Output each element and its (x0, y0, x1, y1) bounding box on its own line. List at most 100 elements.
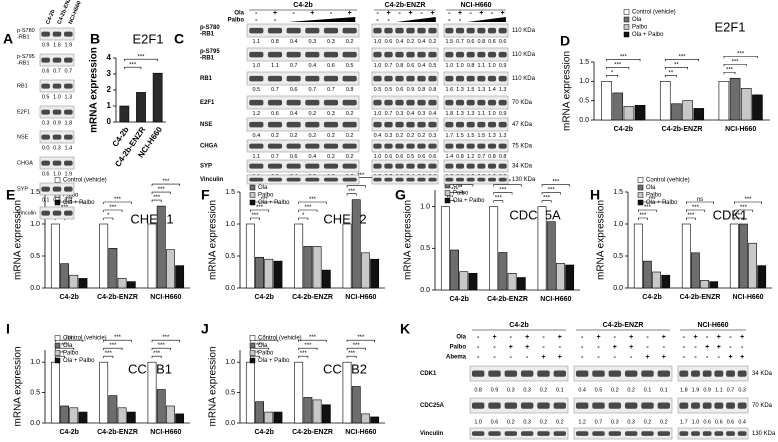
significance-label: *** (543, 196, 551, 202)
treatment-label: Palbo (228, 18, 245, 24)
blot-band (428, 177, 437, 182)
significance-label: *** (357, 335, 365, 341)
legend-label: Ola + Palbo (63, 200, 95, 206)
blot-quant: 0.8 (474, 387, 482, 393)
blot-band (477, 51, 486, 58)
treatment-sign: + (728, 354, 732, 361)
blot-quant: 0.4 (407, 111, 415, 117)
significance-bracket (541, 192, 561, 195)
blot-quant: 0.3 (627, 419, 635, 425)
blot-band (267, 177, 283, 182)
blot-frame (443, 71, 509, 86)
y-tick-label: 1.5 (225, 189, 235, 196)
blot-quant: 0.6 (327, 63, 335, 69)
significance-label: *** (137, 54, 145, 60)
treatment-sign: + (596, 334, 600, 341)
blot-band (384, 163, 393, 169)
y-axis-label: mRNA expression (403, 200, 414, 280)
legend-label: Ola (258, 185, 268, 191)
legend-swatch (249, 192, 256, 198)
blot-band (641, 431, 654, 436)
blot-quant: 0.3 (309, 39, 317, 45)
blot-frame (246, 95, 360, 110)
significance-bracket (298, 347, 318, 351)
blot-band (592, 402, 605, 409)
blot-frame (371, 47, 439, 62)
blot-quant: 0.7 (478, 154, 486, 160)
treatment-sign: + (705, 344, 709, 351)
blot-quant: 1.5 (467, 87, 475, 93)
y-tick-label: 0.5 (579, 98, 589, 105)
x-tick-label: C4-2b (59, 294, 78, 301)
chart-title: E2F1 (132, 31, 163, 46)
blot-quant: 0.2 (660, 419, 668, 425)
treatment-sign: - (255, 17, 258, 24)
blot-row-label: Vinculin (420, 431, 444, 437)
panel-letter: C (174, 31, 184, 47)
blot-band (445, 121, 454, 128)
blot-quant: 0.8 (467, 63, 475, 69)
blot-row-label: p-S780 (200, 25, 220, 31)
blot-band (466, 121, 475, 128)
y-axis-label: mRNA expression (208, 346, 219, 426)
significance-label: *** (304, 205, 312, 211)
blot-band (417, 75, 426, 82)
blot-band (384, 121, 393, 128)
blot-row-label: -RB1 (200, 55, 215, 61)
blot-quant: 1.1 (478, 111, 486, 117)
significance-label: *** (251, 213, 259, 219)
treatment-sign: + (717, 344, 721, 351)
blot-quant: 0.3 (327, 39, 335, 45)
bar (152, 72, 163, 123)
blot-band (52, 134, 62, 140)
blot-band (641, 370, 654, 377)
panel-letter: G (395, 187, 406, 203)
y-tick-label: 0.0 (225, 285, 235, 292)
treatment-sign: + (386, 10, 390, 17)
bar (119, 105, 130, 123)
treatment-sign: - (581, 334, 584, 341)
bar (147, 361, 157, 424)
y-tick-label: 1.5 (30, 189, 40, 196)
blot-band (498, 177, 507, 182)
blot-band (504, 431, 518, 436)
x-tick-label: NCI-H660 (540, 296, 571, 303)
blot-band (267, 51, 283, 58)
treatment-sign: + (740, 334, 744, 341)
y-tick-label: 0.0 (613, 285, 623, 292)
significance-bracket (733, 209, 753, 212)
bar (468, 273, 478, 291)
significance-label: *** (348, 351, 356, 357)
treatment-sign: - (459, 17, 462, 24)
blot-band (537, 402, 550, 409)
blot-band (395, 143, 404, 149)
y-tick-label: 2 (107, 85, 112, 94)
bar (623, 106, 635, 121)
blot-quant: 0.3 (418, 111, 426, 117)
blot-band (323, 163, 339, 169)
significance-label: *** (304, 343, 312, 349)
x-tick-label: C4-2b-ENZR (97, 294, 138, 301)
blot-quant: 1.9 (65, 42, 73, 48)
significance-label: *** (726, 67, 734, 73)
blot-band (52, 160, 62, 166)
blot-band (41, 109, 50, 115)
significance-bracket (606, 75, 619, 78)
blot-band (384, 75, 393, 82)
blot-quant: 0.5 (429, 63, 437, 69)
blot-quant: 0.2 (644, 419, 652, 425)
blot-quant: 0.5 (407, 154, 415, 160)
legend-label: Ola + Palbo (453, 198, 485, 204)
treatment-sign: - (510, 354, 513, 361)
legend-swatch (623, 9, 630, 15)
blot-quant: 1.3 (456, 111, 464, 117)
blot-band (406, 99, 415, 106)
blot-band (477, 27, 486, 34)
blot-quant: 0.3 (523, 419, 531, 425)
blot-band (286, 27, 301, 34)
blot-quant: 1.7 (680, 419, 688, 425)
blot-quant: 0.2 (507, 419, 515, 425)
significance-bracket (103, 339, 132, 343)
significance-label: *** (158, 343, 166, 349)
blot-band (249, 143, 264, 149)
